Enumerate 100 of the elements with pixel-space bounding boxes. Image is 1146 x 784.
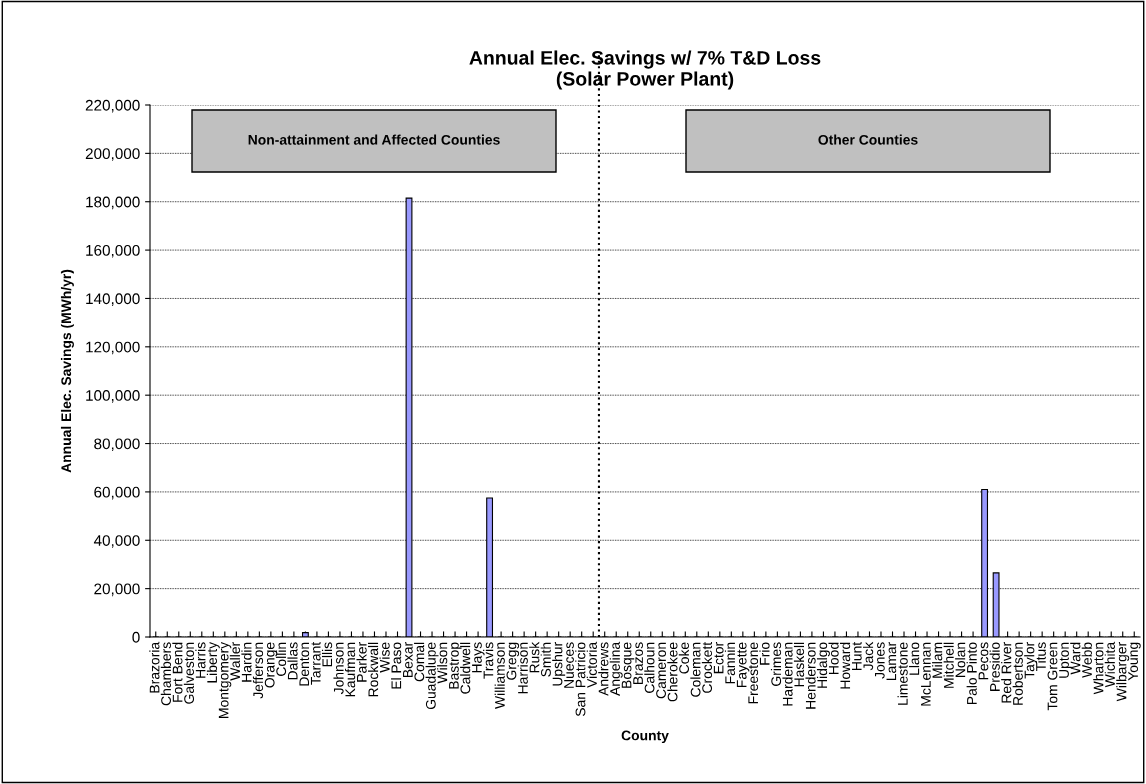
x-tick-label: Upton	[1059, 642, 1072, 678]
x-tick-label: Travis	[483, 642, 494, 679]
x-tick-label: Williamson	[494, 642, 505, 709]
x-tick-label: Harris	[195, 642, 206, 678]
x-tick-label: Cameron	[656, 642, 666, 699]
x-tick-label: Nolan	[955, 642, 966, 678]
x-tick-label: Gregg	[506, 642, 520, 680]
x-tick-label: Crockett	[701, 641, 713, 693]
x-tick-label: Haskell	[793, 642, 805, 687]
x-tick-label: Johnson	[333, 642, 344, 695]
x-tick-label: Milam	[932, 642, 943, 678]
x-axis-title: County	[621, 730, 669, 744]
x-tick-label: Kaufman	[345, 642, 356, 697]
x-tick-label: Cherokee	[667, 642, 678, 702]
x-tick-label: Smith	[540, 642, 551, 677]
x-tick-label: Llano	[909, 642, 920, 675]
x-tick-label: Lamar	[886, 642, 897, 681]
chart-title: Annual Elec. Savings w/ 7% T&D Loss (Solar Power Plant)	[469, 50, 821, 90]
x-tick-label: Howard	[839, 642, 851, 689]
x-tick-label: Brazos	[633, 642, 643, 684]
x-tick-label: Red River	[1001, 642, 1012, 703]
x-tick-label: Waller	[229, 642, 241, 681]
x-tick-label: Upshur	[552, 642, 566, 686]
y-tick-label: 140,000	[86, 293, 140, 306]
x-tick-label: Bosque	[621, 642, 635, 688]
x-tick-label: Collin	[275, 642, 287, 676]
x-tick-label: Hood	[828, 642, 839, 674]
annotation: Other Counties	[818, 134, 918, 145]
y-tick-label: 220,000	[85, 99, 140, 113]
x-tick-label: Webb	[1081, 642, 1092, 678]
x-tick-label: Wharton	[1093, 642, 1104, 695]
x-tick-label: Robertson	[1012, 642, 1023, 705]
x-tick-label: Galveston	[183, 642, 195, 704]
y-tick-label: 40,000	[93, 535, 140, 548]
x-tick-label: Angelina	[609, 641, 623, 696]
x-tick-label: Hardeman	[782, 642, 793, 706]
x-tick-label: El Paso	[391, 642, 402, 689]
x-tick-label: Hays	[472, 642, 485, 673]
x-tick-label: Bexar	[403, 642, 413, 677]
x-tick-label: Henderson	[805, 642, 816, 709]
x-tick-label: Comal	[414, 642, 425, 682]
x-tick-label: Presidio	[989, 642, 1000, 691]
x-tick-label: Fort Bend	[172, 642, 183, 702]
x-tick-label: Brazoria	[149, 641, 160, 693]
x-tick-label: Rusk	[529, 641, 540, 673]
x-tick-label: Limestone	[897, 642, 908, 705]
y-tick-label: 200,000	[85, 148, 140, 161]
x-tick-label: Hunt	[852, 641, 862, 671]
x-tick-label: Fannin	[724, 642, 736, 684]
x-tick-label: Titus	[1035, 642, 1046, 672]
y-tick-label: 20,000	[94, 583, 140, 597]
x-tick-label: Jefferson	[252, 642, 264, 699]
x-tick-label: Calhoun	[644, 642, 655, 693]
x-tick-label: Ector	[713, 642, 724, 674]
y-axis-title: Annual Elec. Savings (MWh/yr)	[60, 269, 74, 473]
y-tick-label: 60,000	[94, 486, 140, 500]
x-tick-label: Ward	[1070, 642, 1081, 675]
y-tick-label: 180,000	[86, 196, 140, 210]
x-tick-label: Hidalgo	[816, 642, 830, 688]
x-tick-label: Hardin	[241, 642, 252, 682]
x-tick-label: Denton	[299, 642, 310, 686]
x-tick-label: Bastrop	[449, 642, 462, 689]
x-tick-label: Young	[1128, 642, 1141, 681]
x-tick-label: Orange	[264, 642, 278, 688]
x-tick-label: Montgomery	[218, 641, 232, 718]
x-tick-label: Rockwall	[368, 642, 379, 697]
y-tick-label: 100,000	[86, 390, 140, 403]
x-tick-label: Taylor	[1024, 642, 1038, 679]
x-tick-label: Fayette	[736, 642, 750, 688]
x-tick-label: Parker	[356, 642, 367, 682]
x-tick-label: Palo Pinto	[966, 642, 977, 705]
annotation: Non-attainment and Affected Counties	[248, 134, 500, 145]
x-tick-label: McLennan	[921, 642, 931, 706]
x-tick-label: Dallas	[287, 642, 298, 680]
x-tick-label: Wise	[379, 642, 390, 673]
x-tick-label: Tom Green	[1047, 642, 1058, 711]
x-tick-label: Grimes	[770, 642, 782, 686]
x-tick-label: Jack	[863, 641, 874, 671]
x-tick-label: Guadalupe	[425, 642, 439, 710]
x-tick-label: Wilbarger	[1116, 642, 1130, 702]
x-tick-label: Frio	[759, 642, 770, 665]
x-tick-label: Chambers	[160, 642, 171, 706]
x-tick-label: Tarrant	[310, 641, 321, 685]
x-tick-label: Caldwell	[460, 642, 471, 694]
y-tick-label: 80,000	[94, 438, 140, 452]
x-tick-label: Coke	[678, 642, 690, 674]
x-tick-label: Wilson	[437, 642, 448, 684]
x-tick-label: Wichita	[1104, 641, 1115, 688]
x-tick-label: Victoria	[586, 641, 597, 688]
y-tick-label: 120,000	[86, 341, 140, 355]
x-tick-label: Coleman	[690, 642, 701, 697]
x-tick-label: Pecos	[978, 642, 989, 680]
x-tick-label: Nueces	[564, 642, 574, 688]
x-tick-label: San Patricio	[575, 642, 586, 717]
x-tick-label: Andrews	[598, 642, 609, 696]
y-tick-label: 160,000	[86, 244, 140, 258]
x-tick-label: Freestone	[748, 642, 759, 704]
x-tick-label: Ellis	[321, 642, 333, 667]
x-tick-label: Liberty	[206, 641, 220, 683]
x-tick-label: Mitchell	[943, 642, 954, 688]
